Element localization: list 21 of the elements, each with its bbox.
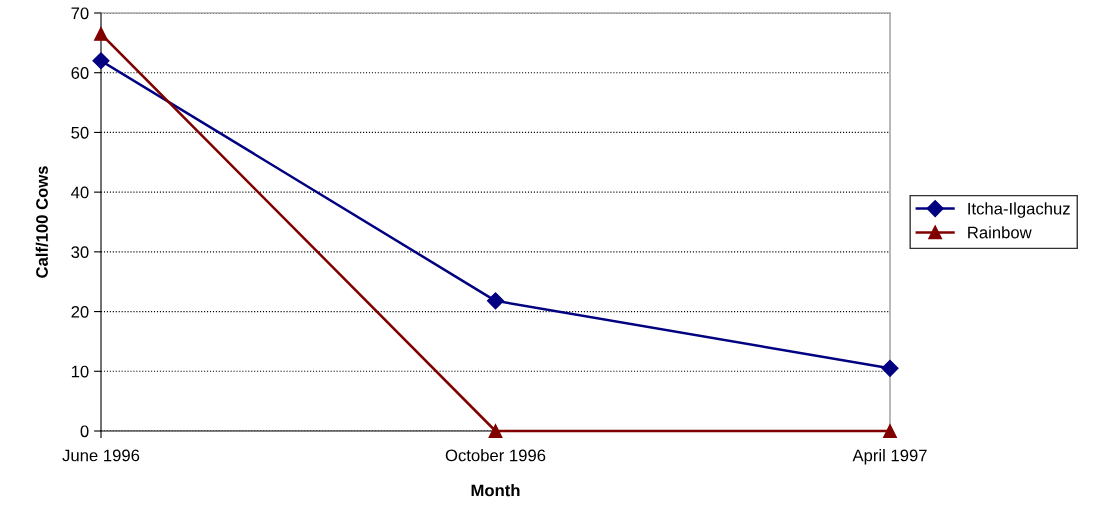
- point: [94, 26, 108, 41]
- point: [881, 359, 899, 377]
- x-tick-label: June 1996: [62, 449, 140, 462]
- y-tick-label: 10: [71, 365, 89, 378]
- y-axis-title: Calf/100 Cows: [35, 166, 49, 278]
- legend-label: Rainbow: [968, 226, 1032, 239]
- y-tick-label: 0: [80, 425, 89, 438]
- point: [488, 424, 503, 438]
- x-tick-label: April 1997: [852, 449, 927, 465]
- point: [883, 424, 897, 438]
- point: [92, 52, 110, 70]
- x-axis-title: Month: [471, 484, 520, 497]
- y-tick-label: 60: [71, 67, 89, 79]
- y-tick-label: 40: [71, 186, 89, 199]
- legend-label: Itcha-Ilgachuz: [968, 202, 1070, 218]
- y-tick-label: 20: [71, 305, 89, 318]
- point: [486, 292, 505, 310]
- y-tick-label: 70: [71, 7, 89, 20]
- x-tick-label: October 1996: [445, 449, 546, 462]
- y-tick-label: 30: [71, 246, 89, 259]
- y-tick-label: 50: [71, 126, 89, 139]
